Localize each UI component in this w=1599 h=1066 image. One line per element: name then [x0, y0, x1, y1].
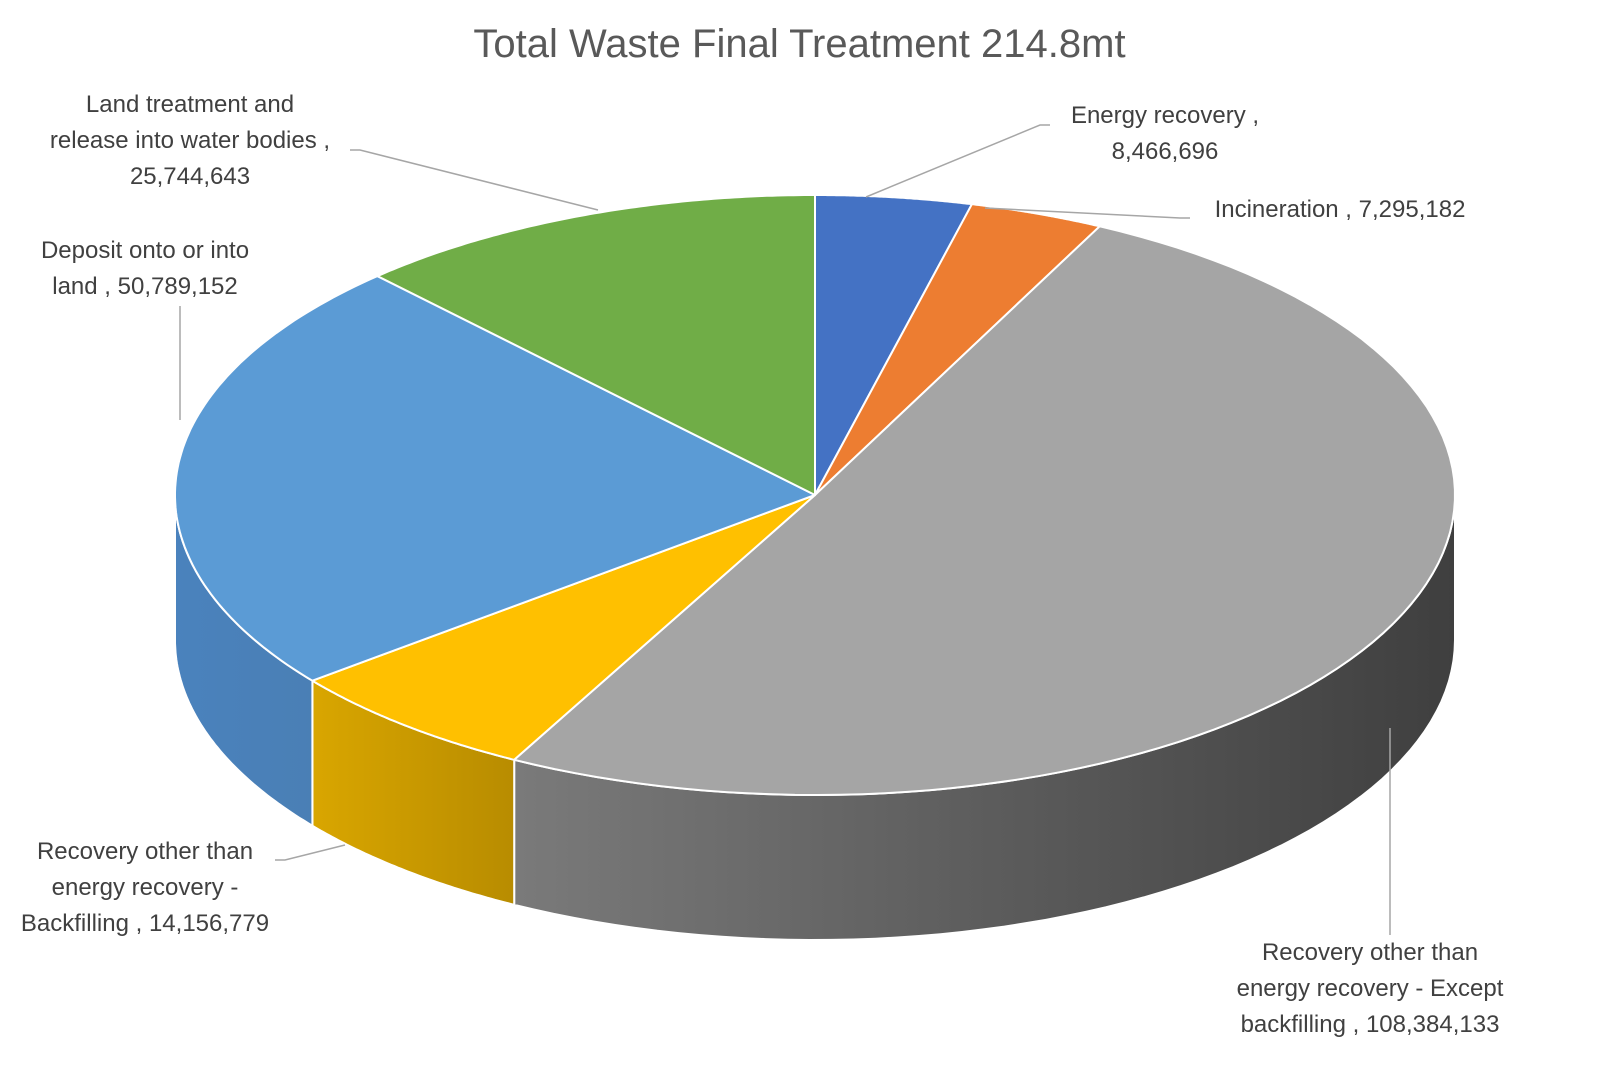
data-label-line: Energy recovery ,	[1070, 102, 1260, 129]
data-label-line: 25,744,643	[129, 163, 251, 190]
data-label-line: energy recovery - Except	[1236, 975, 1504, 1002]
data-label-line: Recovery other than	[36, 838, 254, 865]
data-label-line: energy recovery -	[51, 874, 239, 901]
pie-slice-land-treatment-and-release-into-water-bodies	[376, 194, 816, 496]
data-label-deposit-onto-or-into-land: Deposit onto or into land , 50,789,152	[0, 233, 395, 305]
data-label-line: Incineration , 7,295,182	[1214, 196, 1466, 223]
data-label-recovery-other-than-energy-recovery-except-backfilling: Recovery other than energy recovery - Exc…	[1120, 935, 1599, 1043]
data-label-line: Recovery other than	[1261, 939, 1479, 966]
pie-slice-energy-recovery	[814, 194, 973, 496]
pie-slice-recovery-other-than-energy-recovery-backfilling	[311, 494, 816, 761]
leader-line-incineration	[984, 207, 1190, 219]
pie-slice-recovery-other-than-energy-recovery-except-backfilling	[513, 225, 1456, 796]
data-label-line: Backfilling , 14,156,779	[20, 910, 270, 937]
data-label-line: Deposit onto or into	[40, 237, 250, 264]
data-label-line: land , 50,789,152	[52, 273, 238, 300]
data-label-line: 8,466,696	[1111, 138, 1219, 165]
pie-slice-incineration	[814, 203, 1101, 496]
data-label-line: release into water bodies ,	[49, 127, 331, 154]
chart-title: Total Waste Final Treatment 214.8mt	[473, 22, 1126, 66]
leader-line-recovery-other-than-energy-recovery-backfilling	[275, 844, 346, 861]
leader-line-energy-recovery	[865, 124, 1050, 198]
pie-slice-deposit-onto-or-into-land	[174, 275, 816, 682]
data-label-recovery-other-than-energy-recovery-backfilling: Recovery other than energy recovery - Back…	[0, 834, 395, 942]
data-label-line: Land treatment and	[85, 91, 295, 118]
leader-line-land-treatment-and-release-into-water-bodies	[350, 149, 599, 211]
data-label-land-treatment-and-release-into-water-bodies: Land treatment and release into water bod…	[0, 87, 440, 195]
data-label-energy-recovery: Energy recovery , 8,466,696	[915, 98, 1415, 170]
data-label-incineration: Incineration , 7,295,182	[1090, 192, 1590, 228]
data-label-line: backfilling , 108,384,133	[1240, 1011, 1500, 1038]
